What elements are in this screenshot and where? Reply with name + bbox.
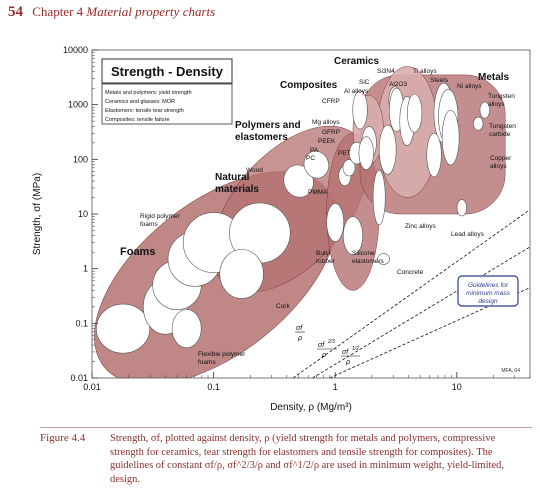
guideline-label-1: σf <box>296 325 303 332</box>
annotation-tungsten-carbide: Tungsten carbide <box>489 123 516 138</box>
annotation-steels: Steels <box>430 77 449 84</box>
foam-bubble-1 <box>95 303 151 354</box>
family-label-natural-1: Natural <box>215 172 250 183</box>
y-axis-title: Strength, σf (MPa) <box>32 173 43 255</box>
caption-label: Figure 4.4 <box>40 432 86 444</box>
y-tick-label-6: 10000 <box>63 45 88 55</box>
credit-label: MFA, 04 <box>501 368 520 374</box>
annotation-si3n4: Si3N4 <box>377 68 395 75</box>
silicone-bubble <box>342 216 363 256</box>
guideline-label-2-den: ρ <box>321 352 326 359</box>
family-label-foams: Foams <box>120 246 155 258</box>
guideline-label-1-den: ρ <box>297 335 302 342</box>
annotation-rigid-polymer-foams: Rigid polymer foams <box>140 213 181 228</box>
annotation-flexible-polymer-foams: Flexible polymer foams <box>198 351 246 366</box>
butyl-bubble <box>326 203 345 242</box>
al-alloy-bubble <box>378 124 397 175</box>
x-axis-title: Density, ρ (Mg/m³) <box>270 402 352 413</box>
pet-bubble <box>342 159 356 177</box>
copper-bubble <box>441 109 460 166</box>
guideline-label-3: σf <box>342 349 349 356</box>
guideline-box-label-2: minimum mass <box>466 290 510 297</box>
ti-alloy-bubble <box>407 93 423 133</box>
concrete-low-bubble <box>377 253 390 265</box>
family-label-ceramics: Ceramics <box>334 56 379 67</box>
annotation-wood: Wood <box>246 167 263 174</box>
annotation-zinc-alloys: Zinc alloys <box>405 223 436 230</box>
x-tick-label-3: 10 <box>452 382 462 392</box>
legend-line-2: Ceramics and glasses: MOR <box>105 99 175 105</box>
cfrp-bubble <box>352 90 368 130</box>
tungsten-carbide-bubble <box>473 116 484 131</box>
guideline-label-3-den: ρ <box>345 359 350 366</box>
annotation-cfrp: CFRP <box>322 98 340 105</box>
annotation-ti-alloys: Ti alloys <box>413 68 437 75</box>
y-tick-label-1: 0.1 <box>75 318 88 328</box>
x-tick-label-0: 0.01 <box>83 382 101 392</box>
annotation-cork: Cork <box>276 303 290 310</box>
chart-title: Strength - Density <box>111 64 224 79</box>
page-header: 54 Chapter 4 Material property charts <box>8 4 215 21</box>
wood-bubble-2 <box>303 150 330 179</box>
y-tick-label-3: 10 <box>78 209 88 219</box>
annotation-al-alloys: Al alloys <box>344 88 369 95</box>
legend-line-3: Elastomers: tensile tear strength <box>105 108 184 114</box>
strength-density-chart: 0.01 0.1 1 10 0.01 0.1 1 10 100 1000 10000 Foams Po… <box>32 45 531 413</box>
guideline-label-3-exp: 1/2 <box>352 346 359 352</box>
annotation-butyl-rubber: Butyl rubber <box>316 250 336 265</box>
caption-text: Strength, σf, plotted against density, ρ… <box>110 433 504 485</box>
y-tick-label-4: 100 <box>73 154 88 164</box>
chapter-label: Chapter 4 <box>32 4 84 19</box>
guideline-label-2: σf <box>318 342 325 349</box>
chapter-title: Material property charts <box>86 4 216 19</box>
cork-bubble <box>219 249 264 299</box>
flexible-foam-bubble <box>171 309 202 349</box>
page-number: 54 <box>8 4 23 20</box>
annotation-sic: SiC <box>359 79 370 86</box>
guideline-sigma-1-2 <box>292 209 530 378</box>
annotation-al2o3: Al2O3 <box>389 81 407 88</box>
mg-alloy-bubble <box>358 136 374 170</box>
tungsten-bubble <box>479 101 490 119</box>
guideline-box <box>457 275 519 307</box>
title-box <box>101 58 233 84</box>
annotation-pmma: PMMA <box>308 189 328 196</box>
annotation-mg-alloys: Mg alloys <box>312 119 340 126</box>
annotation-lead-alloys: Lead alloys <box>451 231 485 238</box>
annotation-concrete: Concrete <box>397 269 424 276</box>
guideline-label-2-exp: 2/3 <box>327 339 335 345</box>
lead-bubble <box>456 199 467 217</box>
annotation-tungsten-alloys: Tungsten alloys <box>488 93 515 108</box>
y-tick-label-5: 1000 <box>68 100 88 110</box>
annotation-pet: PET <box>338 150 351 157</box>
guideline-box-label-3: design <box>478 298 498 305</box>
annotation-ni-alloys: Ni alloys <box>457 83 482 90</box>
family-label-natural-2: materials <box>215 184 259 195</box>
family-label-polymers-1: Polymers and <box>235 120 301 131</box>
y-tick-label-2: 1 <box>83 264 88 274</box>
guideline-sigma-over-rho <box>329 287 530 378</box>
family-label-polymers-2: elastomers <box>235 132 288 143</box>
annotation-silicone-elastomers: Silicone elastomers <box>352 250 385 265</box>
legend-box <box>101 83 233 125</box>
caption-rule <box>40 427 532 428</box>
zinc-bubble <box>426 132 442 178</box>
legend-line-1: Metals and polymers: yield strength <box>105 90 192 96</box>
y-tick-label-0: 0.01 <box>70 373 88 383</box>
annotation-gfrp: GFRP <box>322 129 340 136</box>
concrete-bubble <box>372 169 386 226</box>
x-tick-label-2: 1 <box>333 382 338 392</box>
annotation-copper-alloys: Copper alloys <box>490 155 512 170</box>
annotation-pa: PA <box>310 147 319 154</box>
family-label-metals: Metals <box>478 72 510 83</box>
x-tick-label-1: 0.1 <box>207 382 220 392</box>
annotation-pc: PC <box>306 155 315 162</box>
legend-line-4: Composites: tensile failure <box>105 117 170 123</box>
family-label-composites: Composites <box>280 80 338 91</box>
annotation-peek: PEEK <box>318 138 336 145</box>
guideline-box-label-1: Guidelines for <box>468 282 509 289</box>
